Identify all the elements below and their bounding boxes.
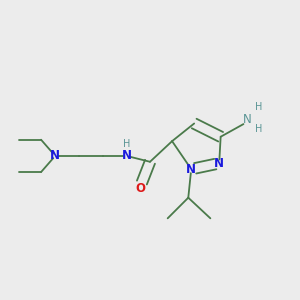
Text: H: H: [255, 124, 262, 134]
Text: N: N: [243, 112, 251, 126]
Text: N: N: [122, 149, 131, 162]
Text: O: O: [136, 182, 146, 195]
Text: N: N: [186, 163, 196, 176]
Text: N: N: [214, 157, 224, 170]
Text: N: N: [50, 149, 60, 162]
Text: H: H: [123, 139, 130, 149]
Text: H: H: [255, 102, 262, 112]
